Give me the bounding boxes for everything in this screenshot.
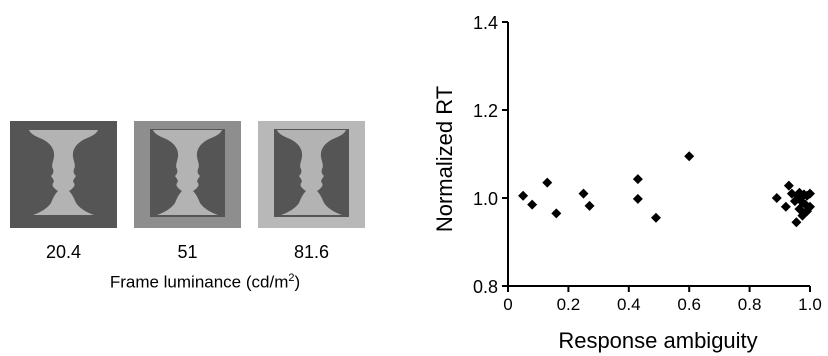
x-tick-label: 0.8	[738, 295, 762, 314]
data-point	[542, 177, 553, 188]
stimulus-frame-1	[10, 121, 117, 228]
x-axis-label: Response ambiguity	[558, 328, 757, 353]
x-tick-label: 0.4	[617, 295, 641, 314]
y-tick-label: 1.0	[473, 189, 498, 209]
y-tick-label: 0.8	[473, 277, 498, 297]
luminance-label-1: 20.4	[45, 242, 82, 262]
data-point	[791, 217, 802, 228]
data-point	[794, 187, 805, 198]
data-point	[632, 174, 643, 185]
face-vase-illusion-icon	[10, 121, 117, 228]
caption-superscript: 2	[288, 272, 295, 284]
chart-points	[518, 151, 815, 228]
y-tick-label: 1.2	[473, 101, 498, 121]
x-tick-label: 1.0	[798, 295, 822, 314]
data-point	[650, 212, 661, 223]
stimulus-frame-3	[258, 121, 365, 228]
vase-shape	[277, 130, 346, 215]
luminance-label-2: 51	[177, 242, 198, 262]
face-vase-illusion-icon	[134, 121, 241, 228]
data-point	[783, 180, 794, 191]
data-point	[527, 199, 538, 210]
data-point	[780, 201, 791, 212]
caption-main: Frame luminance (cd/m	[109, 272, 289, 292]
data-point	[551, 208, 562, 219]
x-tick-label: 0	[503, 295, 512, 314]
data-point	[805, 188, 815, 199]
vase-shape	[29, 130, 98, 215]
y-axis-label: Normalized RT	[432, 86, 457, 232]
x-tick-label: 0.6	[677, 295, 701, 314]
data-point	[578, 188, 589, 199]
frame-luminance-caption: Frame luminance (cd/m2)	[60, 272, 350, 293]
data-point	[684, 151, 695, 162]
data-point	[797, 197, 808, 208]
x-tick-label: 0.2	[557, 295, 581, 314]
vase-shape	[153, 130, 222, 215]
data-point	[771, 193, 782, 203]
face-vase-illusion-icon	[258, 121, 365, 228]
stimulus-frame-2	[134, 121, 241, 228]
chart-axes: 0 0.2 0.4 0.6 0.8 1.0 0.8 1.0 1.2 1.4	[473, 13, 822, 314]
y-tick-label: 1.4	[473, 13, 498, 33]
luminance-label-3: 81.6	[293, 242, 330, 262]
caption-end: )	[294, 272, 301, 292]
data-point	[518, 190, 529, 201]
data-point	[632, 193, 643, 204]
data-point	[805, 201, 815, 212]
data-point	[584, 200, 595, 211]
